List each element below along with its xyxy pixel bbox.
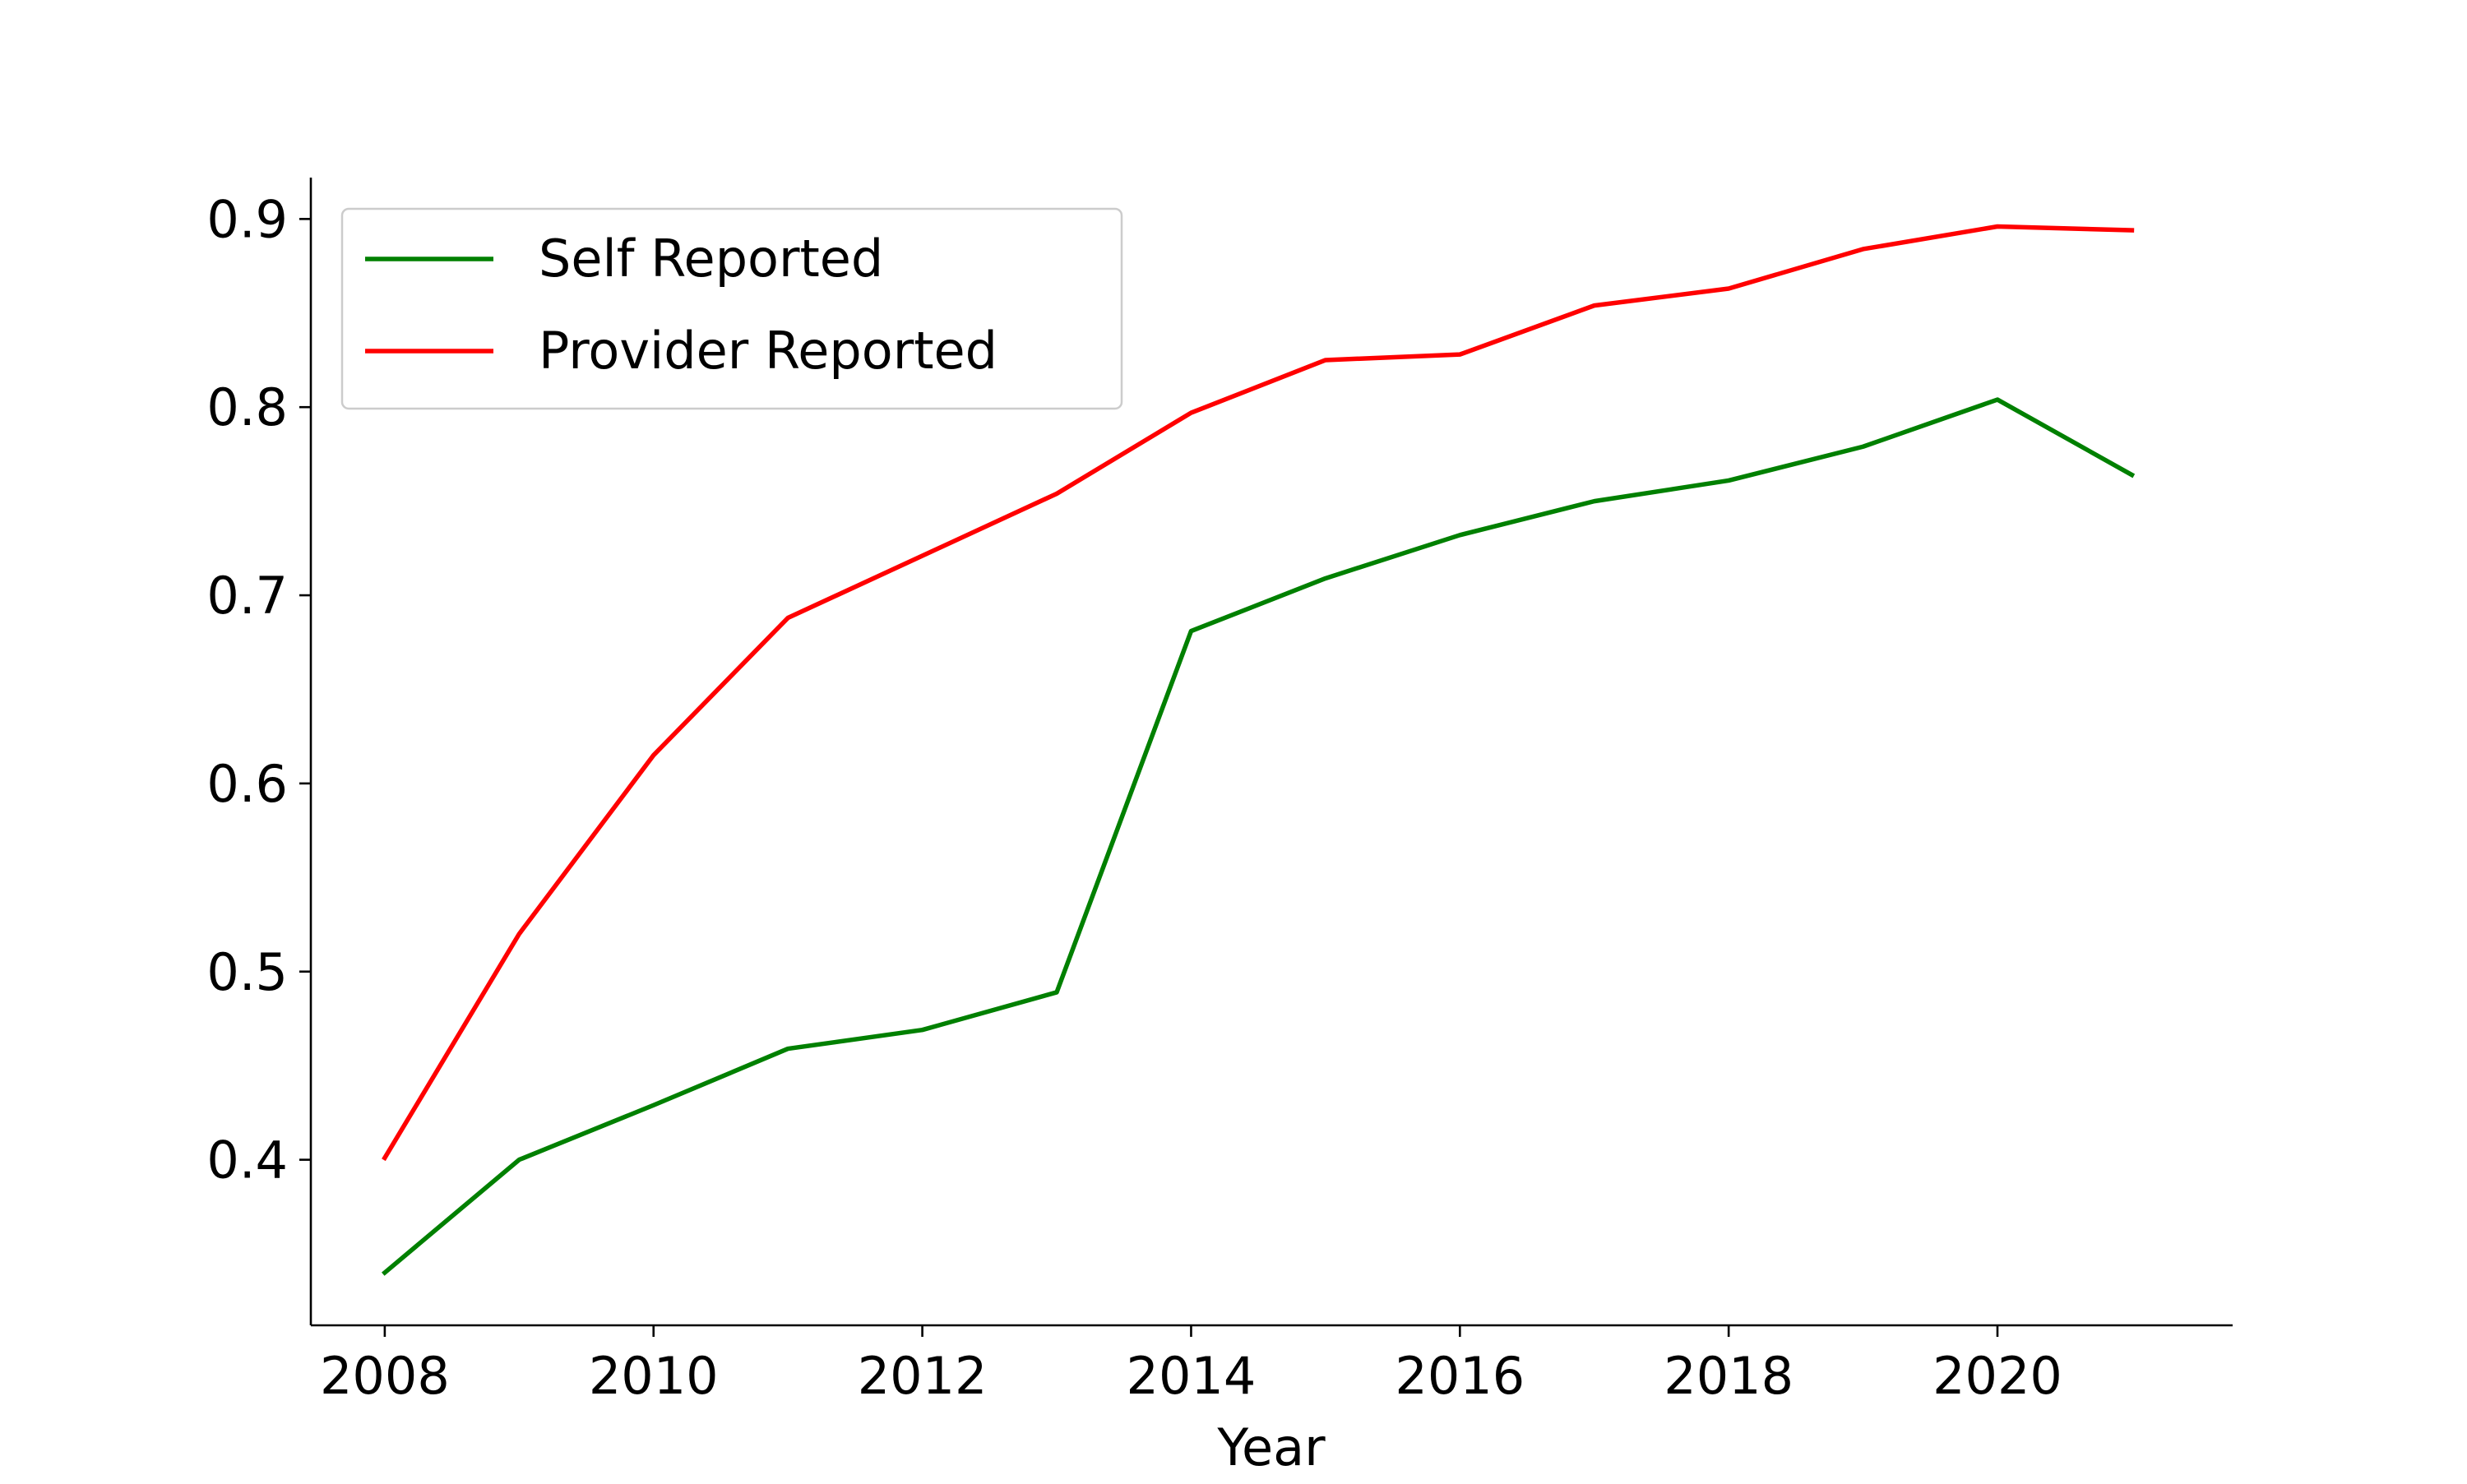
series-line-self-reported (382, 397, 2136, 1276)
legend-frame (340, 207, 1123, 410)
x-axis-ticks: 2008 2010 2012 2014 2016 2018 2020 (320, 1325, 2062, 1406)
y-tick-label: 0.8 (206, 377, 288, 437)
x-tick-label: 2010 (589, 1346, 719, 1406)
x-tick-label: 2012 (858, 1346, 988, 1406)
x-tick-label: 2020 (1932, 1346, 2062, 1406)
y-tick-label: 0.7 (206, 566, 288, 626)
x-tick-label: 2008 (320, 1346, 450, 1406)
y-axis-ticks: 0.4 0.5 0.6 0.7 0.8 0.9 (206, 189, 311, 1190)
y-tick-label: 0.4 (206, 1130, 288, 1190)
series-line-provider-reported (382, 224, 2135, 1162)
legend-label-provider-reported: Provider Reported (539, 321, 997, 381)
x-tick-label: 2016 (1395, 1346, 1525, 1406)
series-layer (382, 224, 2136, 1276)
legend-label-self-reported: Self Reported (539, 229, 883, 289)
y-tick-label: 0.5 (206, 942, 288, 1002)
y-tick-label: 0.6 (206, 754, 288, 814)
y-tick-label: 0.9 (206, 189, 288, 249)
legend: Self Reported Provider Reported (340, 207, 1123, 410)
x-tick-label: 2018 (1664, 1346, 1794, 1406)
x-tick-label: 2014 (1127, 1346, 1257, 1406)
x-axis-label: Year (1216, 1417, 1326, 1477)
